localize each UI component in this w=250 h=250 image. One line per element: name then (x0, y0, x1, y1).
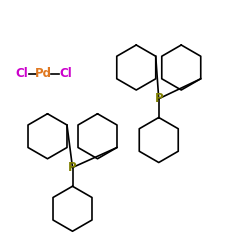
Text: Pd: Pd (35, 67, 52, 80)
Text: P: P (68, 161, 77, 174)
Text: Cl: Cl (15, 67, 28, 80)
Text: P: P (154, 92, 163, 105)
Text: Cl: Cl (60, 67, 72, 80)
